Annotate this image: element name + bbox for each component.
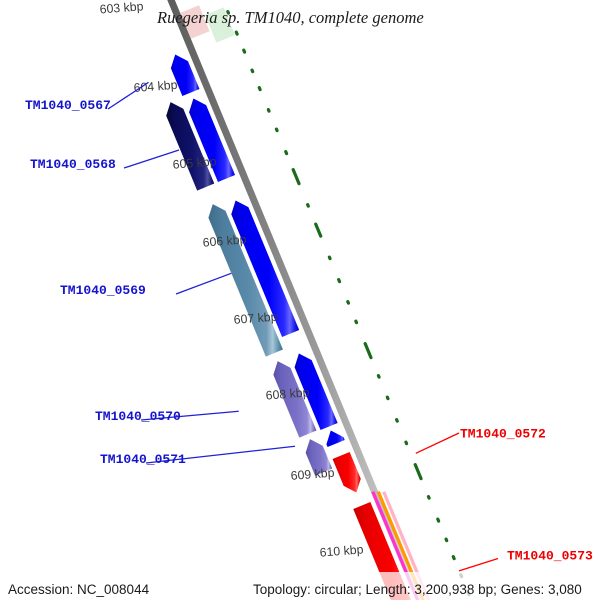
svg-text:605 kbp: 605 kbp <box>172 154 217 171</box>
svg-text:TM1040_0571: TM1040_0571 <box>100 452 186 467</box>
svg-text:TM1040_0570: TM1040_0570 <box>95 409 181 424</box>
svg-text:603 kbp: 603 kbp <box>99 0 144 16</box>
svg-text:Accession: NC_008044: Accession: NC_008044 <box>8 582 150 597</box>
svg-text:TM1040_0572: TM1040_0572 <box>460 426 546 441</box>
svg-text:TM1040_0567: TM1040_0567 <box>25 98 111 113</box>
svg-text:610 kbp: 610 kbp <box>319 542 364 559</box>
svg-text:Ruegeria sp. TM1040, complete: Ruegeria sp. TM1040, complete genome <box>156 8 424 27</box>
svg-text:Topology: circular; Length: 3,: Topology: circular; Length: 3,200,938 bp… <box>253 582 582 597</box>
svg-text:TM1040_0569: TM1040_0569 <box>60 283 146 298</box>
svg-text:604 kbp: 604 kbp <box>133 78 178 95</box>
svg-text:TM1040_0573: TM1040_0573 <box>507 549 593 564</box>
svg-text:TM1040_0568: TM1040_0568 <box>30 157 116 172</box>
svg-text:609 kbp: 609 kbp <box>290 466 335 483</box>
